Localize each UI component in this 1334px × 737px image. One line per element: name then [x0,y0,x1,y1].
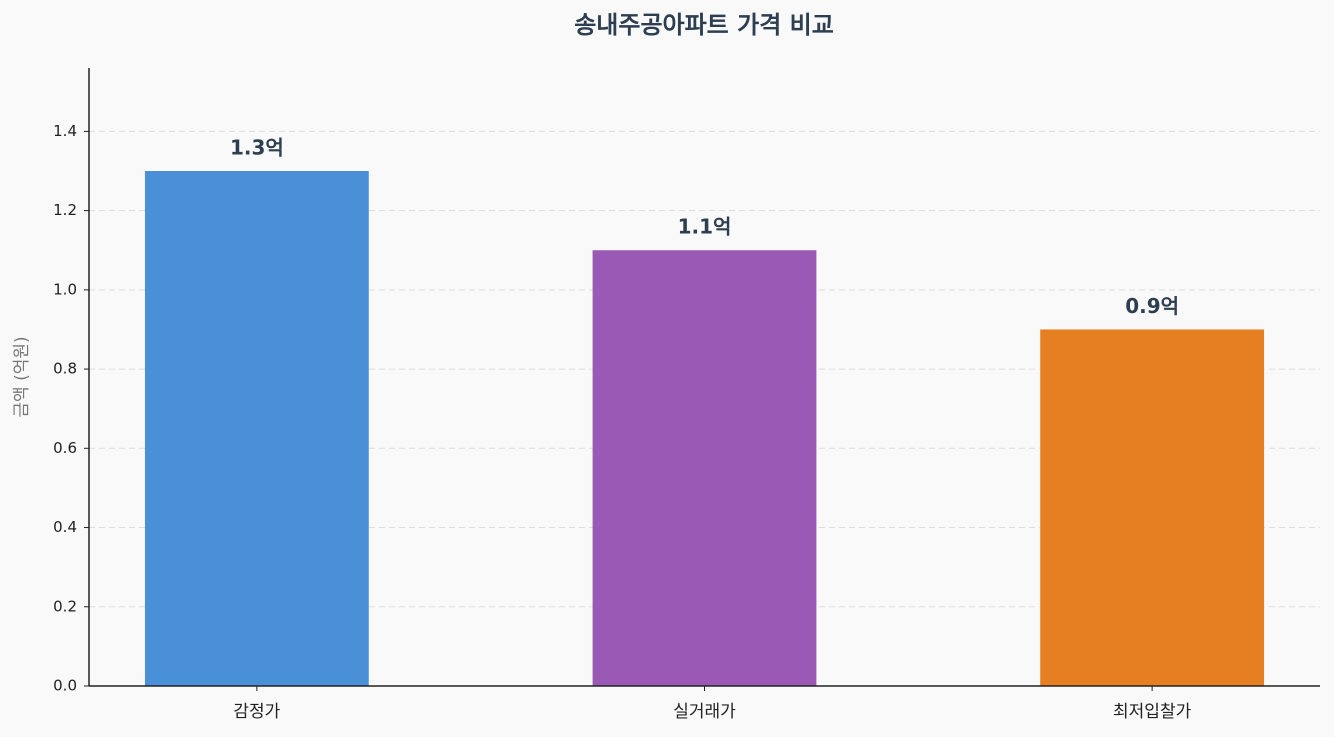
data-label: 1.1억 [678,215,732,239]
x-tick-label: 최저입찰가 [1113,702,1192,722]
bar [144,171,369,686]
x-tick-label: 실거래가 [673,702,736,722]
y-tick-label: 0.0 [53,677,77,695]
data-label: 0.9억 [1125,294,1179,318]
y-tick-label: 0.6 [53,439,77,457]
chart-title: 송내주공아파트 가격 비교 [574,11,834,39]
y-tick-label: 1.0 [53,280,77,298]
data-label: 1.3억 [230,136,284,160]
x-tick-label: 감정가 [233,702,280,722]
bar [592,250,817,686]
y-tick-label: 0.2 [53,597,77,615]
bar [1040,329,1265,686]
y-tick-label: 0.4 [53,518,77,536]
y-tick-label: 0.8 [53,360,77,378]
y-tick-label: 1.4 [53,122,77,140]
y-tick-label: 1.2 [53,201,77,219]
y-axis-label: 금액 (억원) [12,336,32,417]
